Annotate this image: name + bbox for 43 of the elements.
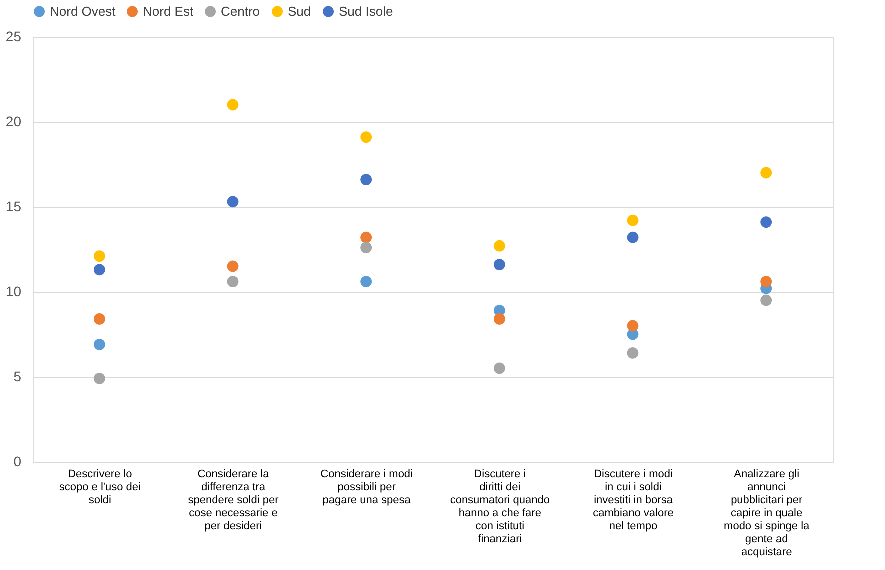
point [627,214,639,226]
x-tick-label: Analizzare gli annunci pubblicitari per capire in quale modo si spinge la gente ad acquistare [724,468,811,558]
point [227,260,239,272]
point [494,362,506,374]
point [760,216,772,228]
point [760,276,772,288]
point [94,264,106,276]
y-tick-label: 20 [6,114,22,130]
point [227,276,239,288]
point [94,339,106,350]
point [494,259,506,270]
x-tick-label: Discutere i diritti dei consumatori quando hanno a che fare con istituti finanziari [450,468,550,546]
point [94,314,106,325]
y-tick-label: 15 [6,198,22,214]
point [760,294,772,306]
point [360,276,372,288]
y-tick-label: 0 [14,454,22,470]
point [627,320,639,332]
point [227,196,239,208]
point [94,250,106,262]
point [627,348,639,359]
point [360,174,372,186]
x-tick-label: Discutere i modi in cui i soldi investiti in borsa cambiano valore nel tempo [593,468,674,532]
point [94,373,106,384]
legend-label: Nord Est [143,4,194,19]
legend-label: Nord Ovest [50,4,116,19]
y-tick-label: 5 [14,368,22,384]
point [760,167,772,179]
point [494,314,506,325]
x-tick-label: Considerare la differenza tra spendere soldi per cose necessarie e per desideri [188,468,280,532]
x-tick-label: Descrivere lo scopo e l'uso dei soldi [59,468,141,506]
point [360,132,372,143]
legend-label: Sud [288,4,312,19]
point [627,232,639,244]
x-tick-label: Considerare i modi possibili per pagare una spesa [320,468,413,506]
point [227,99,239,111]
y-tick-label: 25 [6,28,22,44]
point [360,242,372,254]
y-tick-label: 10 [6,284,22,300]
legend-label: Sud Isole [339,4,394,19]
point [360,232,372,244]
legend-label: Centro [221,4,260,19]
point [494,240,506,252]
